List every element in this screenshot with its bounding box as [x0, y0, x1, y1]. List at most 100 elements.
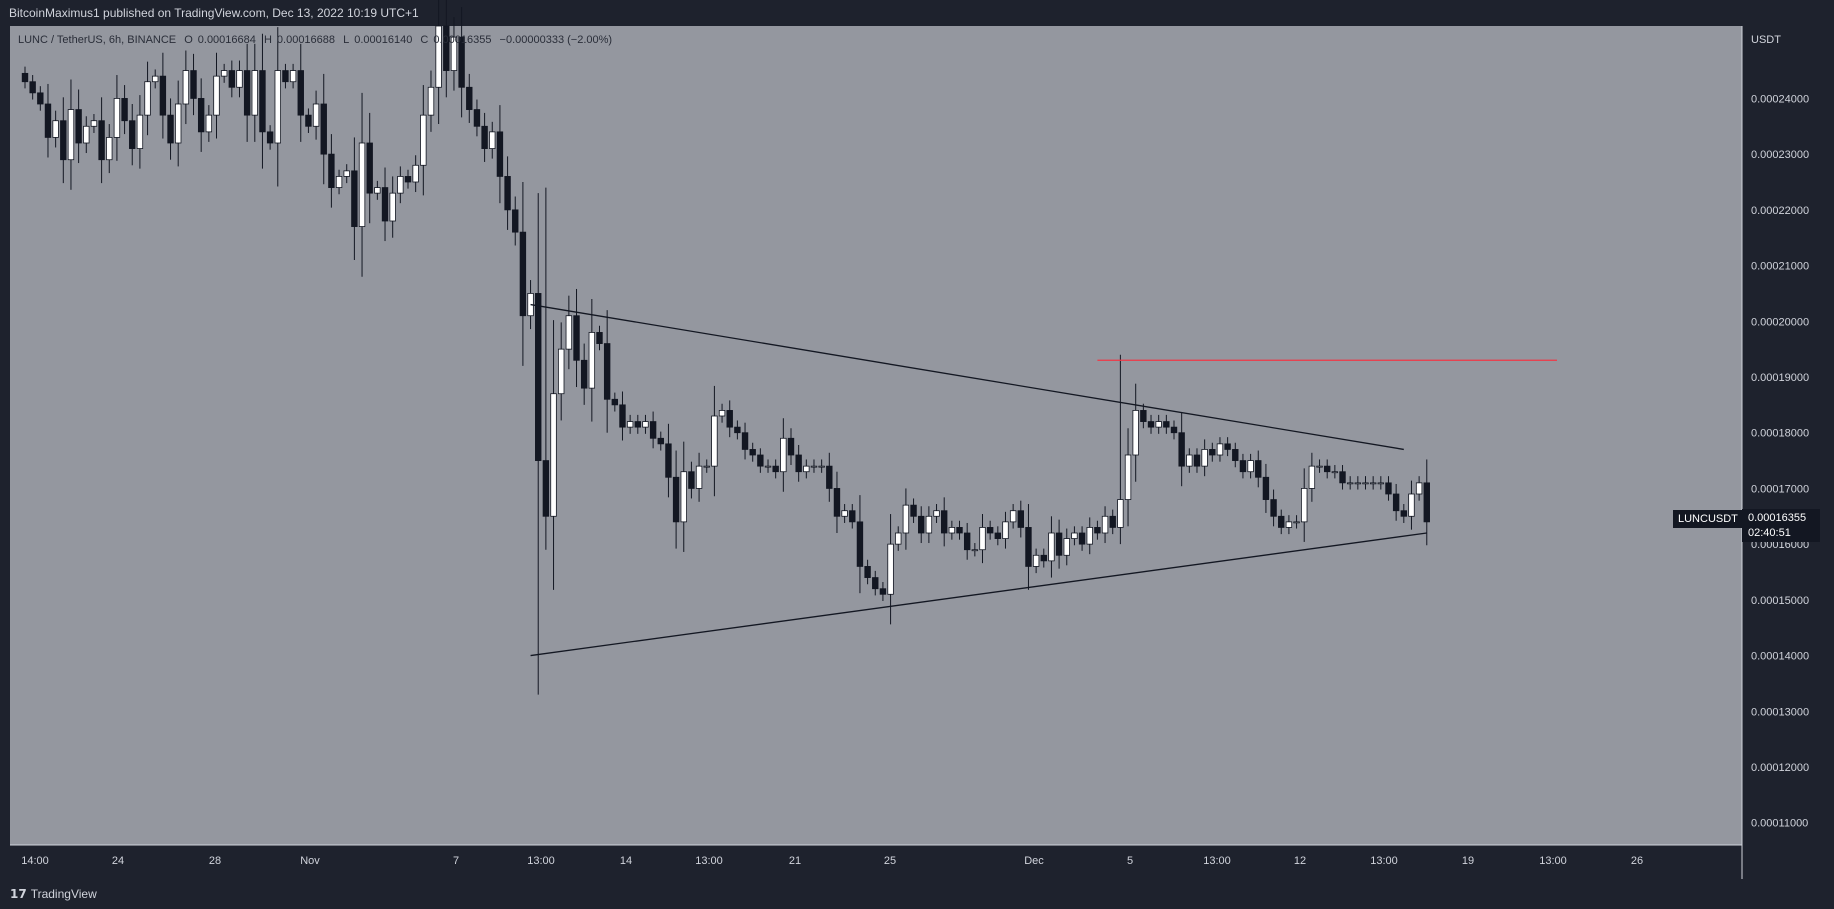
candle-bearish — [1392, 483, 1400, 521]
last-price-value: 0.00016355 — [1748, 512, 1807, 524]
candle-bearish — [473, 99, 481, 137]
candle-bullish — [810, 459, 818, 473]
upper-triangle-line[interactable] — [530, 303, 1404, 451]
candle-bearish — [634, 414, 641, 434]
time-tick-label: 13:00 — [1370, 855, 1398, 867]
lower-triangle-line[interactable] — [530, 532, 1427, 657]
candle-bullish — [1101, 506, 1109, 544]
candle-bearish — [1262, 463, 1270, 513]
candle-bearish — [963, 522, 971, 560]
time-axis-ticks: 14:00 24 28 Nov 7 13:00 14 13:00 21 25 Dec 5 13:00 12… — [21, 855, 1643, 867]
candle-bearish — [519, 182, 527, 366]
candle-bullish — [550, 320, 557, 590]
candle-bullish — [1186, 448, 1193, 473]
candle-bullish — [412, 155, 419, 193]
price-tick-label: 0.00014000 — [1751, 651, 1809, 663]
candle-bearish — [320, 73, 327, 185]
candle-bearish — [1255, 450, 1262, 488]
candle-bearish — [305, 108, 312, 133]
price-tick-label: 0.00024000 — [1751, 93, 1809, 105]
candle-bearish — [918, 506, 925, 544]
candle-bearish — [1224, 437, 1231, 457]
candle-bearish — [1423, 459, 1430, 546]
candle-bullish — [1362, 476, 1369, 490]
candle-bearish — [994, 526, 1002, 546]
candle-bearish — [910, 498, 917, 523]
candle-bullish — [718, 403, 726, 423]
time-tick-label: 28 — [209, 855, 221, 867]
time-tick-label: 26 — [1631, 855, 1643, 867]
candle-bearish — [1324, 459, 1331, 479]
candle-bullish — [558, 322, 565, 421]
candle-bearish — [197, 78, 205, 152]
tradingview-logo-icon: 17 — [10, 887, 27, 901]
candle-bearish — [1178, 412, 1185, 487]
candle-bullish — [450, 17, 458, 91]
candle-bearish — [381, 167, 389, 242]
candle-bearish — [366, 112, 373, 224]
candle-bullish — [711, 385, 718, 497]
candle-bearish — [872, 570, 879, 596]
legend-low-label: L — [343, 34, 350, 46]
candle-bearish — [1040, 548, 1047, 568]
candle-bullish — [902, 488, 910, 550]
candle-bearish — [496, 105, 504, 204]
candle-bearish — [29, 75, 36, 100]
price-tick-label: 0.00018000 — [1751, 428, 1809, 440]
tradingview-brand: TradingView — [30, 887, 97, 901]
candle-bullish — [565, 295, 573, 370]
candle-bullish — [1201, 439, 1208, 477]
candle-bearish — [826, 452, 833, 502]
candle-bullish — [1354, 476, 1362, 490]
ticker-label: LUNCUSDT — [1673, 510, 1743, 528]
candle-bearish — [726, 400, 733, 438]
candle-bullish — [1308, 452, 1316, 502]
legend-close: 0.00016355 — [433, 34, 492, 46]
candle-bullish — [374, 180, 381, 200]
candle-bullish — [236, 60, 243, 98]
candle-bearish — [512, 196, 519, 246]
candle-bullish — [251, 43, 258, 142]
candle-bearish — [297, 43, 304, 142]
candle-bullish — [1086, 517, 1093, 555]
candle-bullish — [1071, 526, 1078, 546]
candle-bullish — [1247, 453, 1254, 479]
candle-bearish — [443, 0, 450, 98]
candle-bearish — [596, 325, 603, 351]
candle-bearish — [542, 187, 550, 550]
time-tick-label: Nov — [300, 855, 320, 867]
candle-bearish — [1163, 414, 1170, 434]
candle-bullish — [1346, 476, 1354, 490]
candle-bearish — [243, 43, 251, 142]
candle-bearish — [1170, 420, 1178, 440]
top-bar: BitcoinMaximus1 published on TradingView… — [0, 0, 1834, 26]
candle-bullish — [213, 52, 220, 139]
candle-bearish — [1193, 448, 1201, 473]
candle-bullish — [106, 124, 113, 174]
symbol-legend: LUNC / TetherUS, 6h, BINANCE O 0.00016684… — [18, 34, 617, 46]
candle-bearish — [1017, 500, 1024, 538]
candle-bearish — [1147, 414, 1155, 434]
candle-bullish — [588, 299, 596, 422]
candle-bearish — [856, 495, 864, 594]
candle-bullish — [389, 176, 396, 238]
candle-bullish — [335, 169, 343, 195]
tradingview-logo[interactable]: 17 TradingView — [10, 887, 97, 901]
candle-bullish — [780, 418, 787, 492]
candle-bullish — [67, 79, 75, 190]
candle-bearish — [535, 193, 542, 695]
candle-bearish — [611, 392, 619, 412]
candle-bullish — [1369, 476, 1377, 490]
candle-bearish — [504, 156, 511, 230]
candle-bullish — [113, 75, 121, 161]
candle-bullish — [764, 459, 772, 473]
candle-bullish — [427, 70, 435, 132]
price-axis-ticks: 0.00011000 0.00012000 0.00013000 0.00014000… — [1751, 93, 1809, 829]
candle-bullish — [52, 110, 59, 148]
candle-bullish — [1132, 383, 1139, 482]
candle-bullish — [435, 0, 442, 125]
candle-bearish — [351, 137, 358, 260]
time-tick-label: 13:00 — [695, 855, 723, 867]
candle-bullish — [680, 441, 687, 552]
